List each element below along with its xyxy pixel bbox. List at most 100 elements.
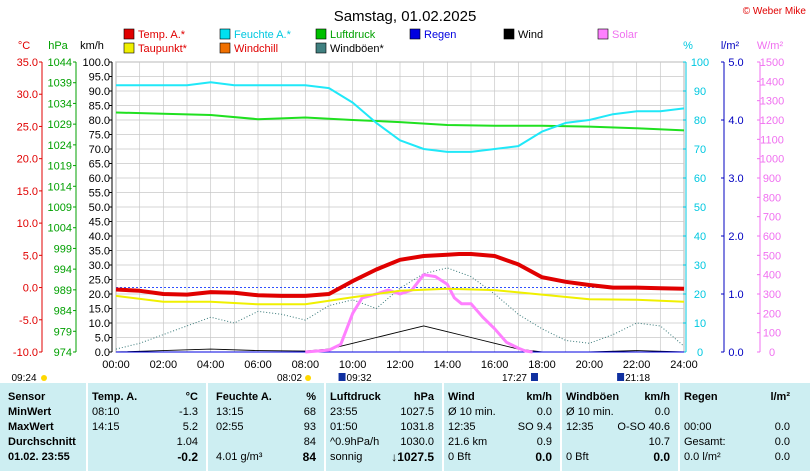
stats-row: 01.02. 23:55 -0.2 4.01 g/m³ 84 sonnig ↓1027.5… [0, 450, 810, 465]
x-axis: 00:00 02:00 04:00 06:00 08:00 10:00 12:00 14:00… [102, 359, 698, 371]
legend-label: Feuchte A.* [234, 29, 292, 41]
temp-tick: 35.0 [17, 57, 38, 69]
stats-cell: 00:00 [684, 421, 712, 433]
wind-tick: 20.0 [89, 289, 110, 301]
stats-cell: Feuchte A. [216, 391, 272, 403]
solar-tick: 1000 [760, 154, 784, 166]
sun-marker-icon [305, 375, 312, 381]
stats-cell: 0 Bft [566, 451, 589, 463]
wind-tick: 10.0 [89, 318, 110, 330]
legend-swatch [315, 42, 327, 54]
humidity-tick: 70 [694, 144, 706, 156]
wind-tick: 100.0 [82, 57, 110, 69]
legend-swatch [123, 28, 135, 40]
x-tick: 06:00 [244, 359, 272, 371]
legend-label: Regen [424, 29, 456, 41]
stats-cell: 0.0 [774, 421, 790, 433]
solar-axis-label: W/m² [757, 40, 784, 52]
temp-tick: 20.0 [17, 154, 38, 166]
x-tick: 00:00 [102, 359, 130, 371]
moon-marker-icon [617, 373, 625, 381]
pressure-tick: 989 [54, 285, 72, 297]
stats-cell: ↓1027.5 [391, 450, 434, 464]
wind-tick: 75.0 [89, 130, 110, 142]
temp-tick: 25.0 [17, 121, 38, 133]
temp-tick: 30.0 [17, 89, 38, 101]
stats-cell: 0.0 [774, 436, 790, 448]
stats-cell: 4.01 g/m³ [216, 451, 263, 463]
wind-tick: 55.0 [89, 188, 110, 200]
x-tick: 10:00 [339, 359, 367, 371]
pressure-tick: 994 [54, 264, 72, 276]
marker-time: 09:32 [347, 373, 372, 383]
stats-cell: 84 [303, 436, 316, 448]
chart-legend: Temp. A.* Feuchte A.* Luftdruck Regen Wind So… [123, 28, 638, 55]
stats-cell: 84 [302, 450, 316, 464]
stats-cell: 0 Bft [448, 451, 471, 463]
stats-cell: Windböen [566, 391, 620, 403]
wind-tick: 25.0 [89, 275, 110, 287]
stats-column-divider [206, 383, 208, 471]
pressure-tick: 1034 [48, 98, 72, 110]
right-axes: 10090807060504030201005.04.03.02.01.00.0… [683, 40, 784, 359]
stats-row: MaxWert 14:15 5.2 02:55 93 01:50 1031.8 12:35 SO… [0, 420, 810, 435]
pressure-tick: 1014 [48, 181, 72, 193]
stats-cell: 0.0 l/m² [684, 451, 721, 463]
x-tick: 08:00 [292, 359, 320, 371]
solar-tick: 1300 [760, 96, 784, 108]
pressure-tick: 999 [54, 243, 72, 255]
legend-swatch [219, 28, 231, 40]
legend-swatch [123, 42, 135, 54]
solar-tick: 800 [763, 192, 781, 204]
plot-grid [115, 61, 685, 353]
humidity-tick: 90 [694, 86, 706, 98]
wind-tick: 90.0 [89, 86, 110, 98]
solar-tick: 1200 [760, 115, 784, 127]
sun-marker-icon [41, 375, 47, 381]
stats-cell: Durchschnitt [8, 436, 76, 448]
x-tick: 16:00 [481, 359, 509, 371]
solar-tick: 1100 [760, 134, 784, 146]
x-tick: 24:00 [670, 359, 698, 371]
stats-header-row: Sensor Temp. A. °C Feuchte A.% Luftdruck hPa W… [0, 390, 810, 405]
wind-tick: 85.0 [89, 101, 110, 113]
wind-tick: 60.0 [89, 173, 110, 185]
marker-time: 21:18 [625, 373, 650, 383]
series-temperature [115, 252, 685, 298]
pressure-tick: 1029 [48, 119, 72, 131]
stats-cell: 0.0 [535, 450, 552, 464]
wind-tick: 95.0 [89, 72, 110, 84]
legend-swatch [597, 28, 609, 40]
stats-cell: 02:55 [216, 421, 244, 433]
marker-time: 17:27 [502, 373, 527, 383]
stats-cell: % [306, 391, 316, 403]
stats-cell: Gesamt: [684, 436, 726, 448]
x-tick: 20:00 [576, 359, 604, 371]
stats-cell: O-SO 40.6 [617, 421, 670, 433]
stats-cell: 1.04 [176, 436, 198, 448]
temp-tick: 5.0 [23, 250, 38, 262]
solar-tick: 700 [763, 212, 781, 224]
rain-tick: 0.0 [728, 347, 743, 359]
solar-tick: 500 [763, 250, 781, 262]
stats-cell: 12:35 [566, 421, 594, 433]
x-tick: 04:00 [197, 359, 225, 371]
stats-cell: Luftdruck [330, 391, 381, 403]
humidity-tick: 60 [694, 173, 706, 185]
weather-chart: Temp. A.* Feuchte A.* Luftdruck Regen Wind So… [11, 6, 806, 383]
stats-cell: SO 9.4 [517, 421, 552, 433]
wind-tick: 80.0 [89, 115, 110, 127]
solar-tick: 1400 [760, 76, 784, 88]
solar-tick: 600 [763, 231, 781, 243]
stats-cell: Sensor [8, 391, 46, 403]
legend-label: Taupunkt* [138, 43, 188, 55]
pressure-tick: 979 [54, 326, 72, 338]
stats-cell: 21.6 km [448, 436, 488, 448]
wind-tick: 40.0 [89, 231, 110, 243]
statistics-table: Sensor Temp. A. °C Feuchte A.% Luftdruck hPa W… [0, 383, 810, 471]
stats-cell: 01.02. 23:55 [8, 451, 70, 463]
stats-cell: -0.2 [177, 450, 198, 464]
pressure-tick: 1009 [48, 202, 72, 214]
wind-tick: 0.0 [95, 347, 110, 359]
legend-label: Wind [518, 29, 543, 41]
